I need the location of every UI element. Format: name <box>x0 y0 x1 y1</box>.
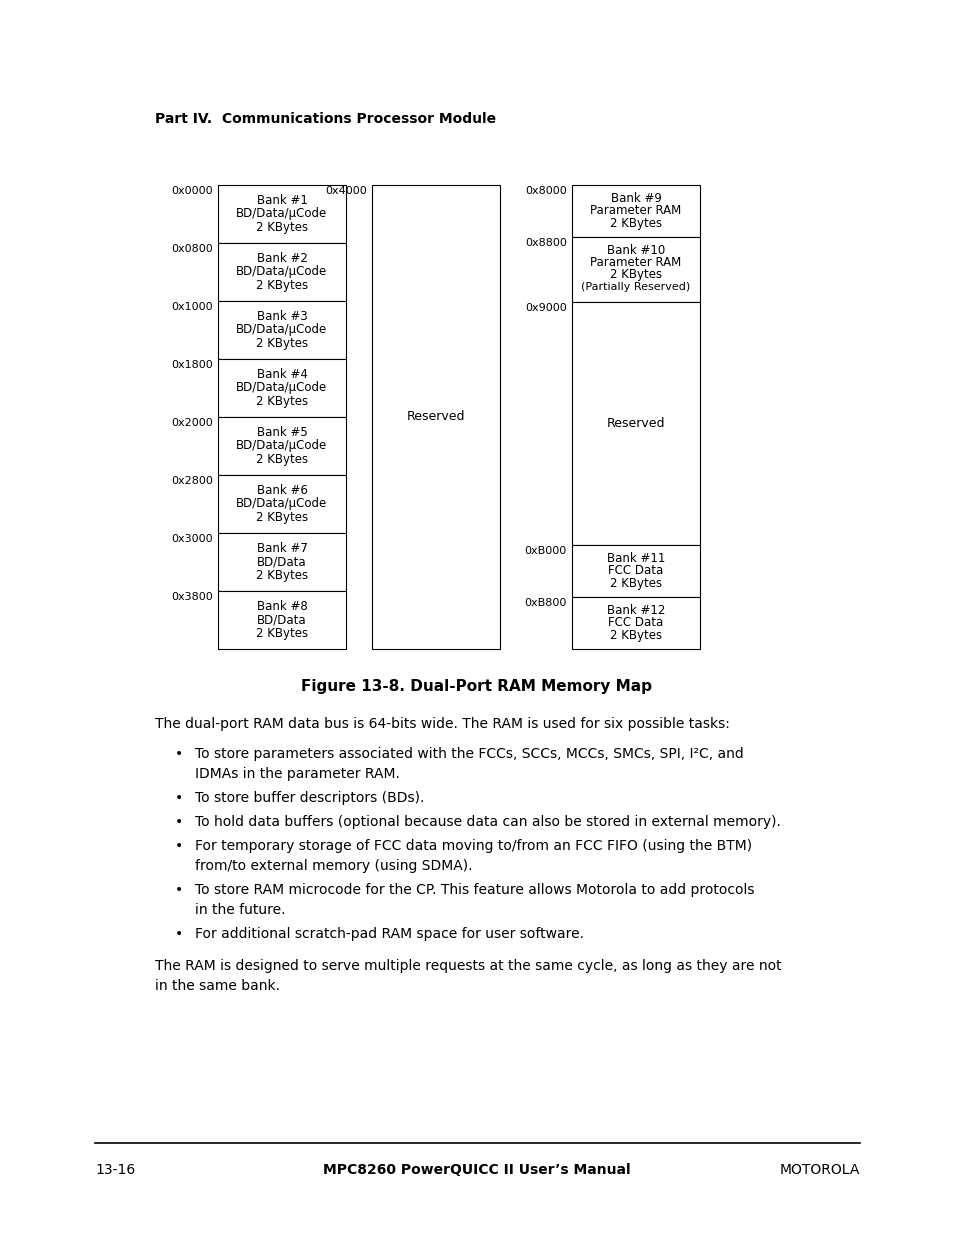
Text: 0x2000: 0x2000 <box>172 417 213 429</box>
Text: 0x1800: 0x1800 <box>172 359 213 370</box>
Text: 0xB000: 0xB000 <box>524 546 566 556</box>
Text: 0x0000: 0x0000 <box>172 186 213 196</box>
Text: 2 KBytes: 2 KBytes <box>609 629 661 641</box>
Text: 2 KBytes: 2 KBytes <box>609 216 661 230</box>
Bar <box>572 597 700 650</box>
Text: FCC Data: FCC Data <box>608 616 663 630</box>
Text: 0x0800: 0x0800 <box>172 245 213 254</box>
Bar <box>372 185 499 650</box>
Text: •: • <box>174 815 183 829</box>
Bar <box>572 185 700 237</box>
Bar <box>218 359 346 417</box>
Text: •: • <box>174 747 183 761</box>
Text: in the same bank.: in the same bank. <box>154 979 280 993</box>
Text: IDMAs in the parameter RAM.: IDMAs in the parameter RAM. <box>194 767 399 781</box>
Text: BD/Data/μCode: BD/Data/μCode <box>236 266 327 279</box>
Text: Bank #9: Bank #9 <box>610 193 660 205</box>
Text: Bank #12: Bank #12 <box>606 604 664 618</box>
Text: For additional scratch-pad RAM space for user software.: For additional scratch-pad RAM space for… <box>194 927 583 941</box>
Text: 2 KBytes: 2 KBytes <box>609 268 661 282</box>
Text: Bank #4: Bank #4 <box>256 368 307 382</box>
Bar <box>218 417 346 475</box>
Text: 2 KBytes: 2 KBytes <box>255 336 308 350</box>
Text: To store RAM microcode for the CP. This feature allows Motorola to add protocols: To store RAM microcode for the CP. This … <box>194 883 754 897</box>
Bar <box>572 545 700 597</box>
Text: Part IV.  Communications Processor Module: Part IV. Communications Processor Module <box>154 112 496 126</box>
Bar <box>218 534 346 592</box>
Text: The dual-port RAM data bus is 64-bits wide. The RAM is used for six possible tas: The dual-port RAM data bus is 64-bits wi… <box>154 718 729 731</box>
Text: •: • <box>174 790 183 805</box>
Text: BD/Data: BD/Data <box>257 556 307 568</box>
Text: 0x8000: 0x8000 <box>525 186 566 196</box>
Text: The RAM is designed to serve multiple requests at the same cycle, as long as the: The RAM is designed to serve multiple re… <box>154 960 781 973</box>
Bar <box>218 185 346 243</box>
Text: BD/Data/μCode: BD/Data/μCode <box>236 207 327 221</box>
Text: For temporary storage of FCC data moving to/from an FCC FIFO (using the BTM): For temporary storage of FCC data moving… <box>194 839 751 853</box>
Text: Bank #7: Bank #7 <box>256 542 307 556</box>
Text: 0x3000: 0x3000 <box>172 534 213 543</box>
Text: 2 KBytes: 2 KBytes <box>255 510 308 524</box>
Text: Figure 13-8. Dual-Port RAM Memory Map: Figure 13-8. Dual-Port RAM Memory Map <box>301 679 652 694</box>
Bar <box>572 237 700 303</box>
Text: Bank #6: Bank #6 <box>256 484 307 498</box>
Text: Bank #3: Bank #3 <box>256 310 307 324</box>
Text: 0x3800: 0x3800 <box>172 592 213 601</box>
Bar <box>218 475 346 534</box>
Text: To hold data buffers (optional because data can also be stored in external memor: To hold data buffers (optional because d… <box>194 815 781 829</box>
Text: (Partially Reserved): (Partially Reserved) <box>580 282 690 291</box>
Text: 2 KBytes: 2 KBytes <box>255 452 308 466</box>
Text: in the future.: in the future. <box>194 903 285 918</box>
Bar <box>218 301 346 359</box>
Text: To store buffer descriptors (BDs).: To store buffer descriptors (BDs). <box>194 790 424 805</box>
Text: MPC8260 PowerQUICC II User’s Manual: MPC8260 PowerQUICC II User’s Manual <box>323 1163 630 1177</box>
Text: BD/Data/μCode: BD/Data/μCode <box>236 324 327 336</box>
Text: To store parameters associated with the FCCs, SCCs, MCCs, SMCs, SPI, I²C, and: To store parameters associated with the … <box>194 747 743 761</box>
Text: Parameter RAM: Parameter RAM <box>590 256 680 269</box>
Text: •: • <box>174 839 183 853</box>
Text: Bank #8: Bank #8 <box>256 600 307 614</box>
Text: 13-16: 13-16 <box>95 1163 135 1177</box>
Text: BD/Data: BD/Data <box>257 614 307 626</box>
Text: Bank #11: Bank #11 <box>606 552 664 566</box>
Text: 0x2800: 0x2800 <box>171 475 213 487</box>
Text: •: • <box>174 883 183 897</box>
Text: 0x9000: 0x9000 <box>525 303 566 312</box>
Text: 0x4000: 0x4000 <box>325 186 367 196</box>
Text: Parameter RAM: Parameter RAM <box>590 205 680 217</box>
Text: Reserved: Reserved <box>606 417 664 430</box>
Text: 2 KBytes: 2 KBytes <box>255 626 308 640</box>
Text: BD/Data/μCode: BD/Data/μCode <box>236 440 327 452</box>
Bar <box>218 243 346 301</box>
Text: 2 KBytes: 2 KBytes <box>255 279 308 291</box>
Bar <box>572 303 700 545</box>
Text: 0xB800: 0xB800 <box>524 598 566 608</box>
Text: MOTOROLA: MOTOROLA <box>779 1163 859 1177</box>
Text: 2 KBytes: 2 KBytes <box>255 394 308 408</box>
Text: Bank #10: Bank #10 <box>606 245 664 257</box>
Text: Bank #5: Bank #5 <box>256 426 307 440</box>
Text: 2 KBytes: 2 KBytes <box>255 568 308 582</box>
Text: 2 KBytes: 2 KBytes <box>609 577 661 589</box>
Text: •: • <box>174 927 183 941</box>
Text: FCC Data: FCC Data <box>608 564 663 578</box>
Text: 2 KBytes: 2 KBytes <box>255 221 308 233</box>
Text: Bank #2: Bank #2 <box>256 252 307 266</box>
Text: 0x8800: 0x8800 <box>524 238 566 248</box>
Bar <box>218 592 346 650</box>
Text: 0x1000: 0x1000 <box>172 303 213 312</box>
Text: Bank #1: Bank #1 <box>256 194 307 207</box>
Text: from/to external memory (using SDMA).: from/to external memory (using SDMA). <box>194 860 472 873</box>
Text: BD/Data/μCode: BD/Data/μCode <box>236 498 327 510</box>
Text: Reserved: Reserved <box>406 410 465 424</box>
Text: BD/Data/μCode: BD/Data/μCode <box>236 382 327 394</box>
